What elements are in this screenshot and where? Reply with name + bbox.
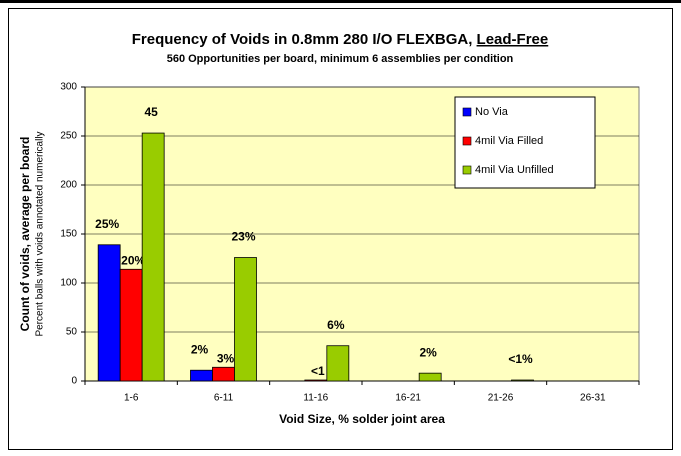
y-tick-label: 150: [60, 229, 77, 240]
legend-box: [454, 96, 596, 189]
x-tick-label: 26-31: [580, 393, 606, 404]
y-tick-label: 50: [66, 327, 78, 338]
y-axis-subtitle: Percent balls with voids annotated numer…: [35, 131, 46, 336]
bar: [119, 268, 143, 382]
data-annotation: <1: [311, 364, 325, 378]
bar: [212, 366, 235, 382]
legend-label: No Via: [475, 106, 509, 118]
data-annotation: 20%: [121, 253, 145, 267]
x-tick-label: 11-16: [303, 393, 328, 404]
legend-label: 4mil Via Unfilled: [475, 164, 554, 176]
data-annotation: 23%: [231, 230, 255, 244]
bar: [304, 379, 328, 382]
bar: [97, 244, 121, 382]
data-annotation: 3%: [217, 351, 235, 365]
bar: [511, 379, 534, 382]
y-tick-label: 200: [60, 180, 77, 191]
data-annotation: 45: [144, 105, 158, 119]
bar: [418, 372, 442, 382]
bar: [190, 369, 213, 382]
data-annotation: <1%: [508, 352, 533, 366]
x-tick-label: 1-6: [124, 393, 139, 404]
legend-swatch: [462, 107, 472, 117]
y-tick-label: 250: [60, 131, 77, 142]
data-annotation: 2%: [191, 342, 209, 356]
top-rule: [0, 0, 681, 3]
bar: [326, 345, 350, 382]
data-annotation: 6%: [327, 318, 345, 332]
y-tick-label: 100: [60, 278, 77, 289]
chart-subtitle: 560 Opportunities per board, minimum 6 a…: [167, 53, 514, 65]
y-axis-title: Count of voids, average per board: [18, 137, 32, 332]
y-tick-label: 0: [71, 376, 77, 387]
bar: [234, 257, 257, 382]
x-axis-title: Void Size, % solder joint area: [279, 412, 445, 426]
x-tick-label: 21-26: [488, 393, 514, 404]
legend-label: 4mil Via Filled: [475, 135, 543, 147]
y-tick-label: 300: [60, 82, 77, 93]
legend-swatch: [462, 136, 472, 146]
bar: [141, 132, 165, 382]
x-tick-label: 6-11: [214, 393, 234, 404]
data-annotation: 25%: [95, 217, 119, 231]
title-emphasis: Lead-Free: [477, 31, 549, 48]
chart-title: Frequency of Voids in 0.8mm 280 I/O FLEX…: [132, 31, 549, 48]
x-tick-label: 16-21: [395, 393, 421, 404]
data-annotation: 2%: [419, 345, 437, 359]
title-main: Frequency of Voids in 0.8mm 280 I/O FLEX…: [132, 31, 473, 48]
legend-swatch: [462, 165, 472, 175]
